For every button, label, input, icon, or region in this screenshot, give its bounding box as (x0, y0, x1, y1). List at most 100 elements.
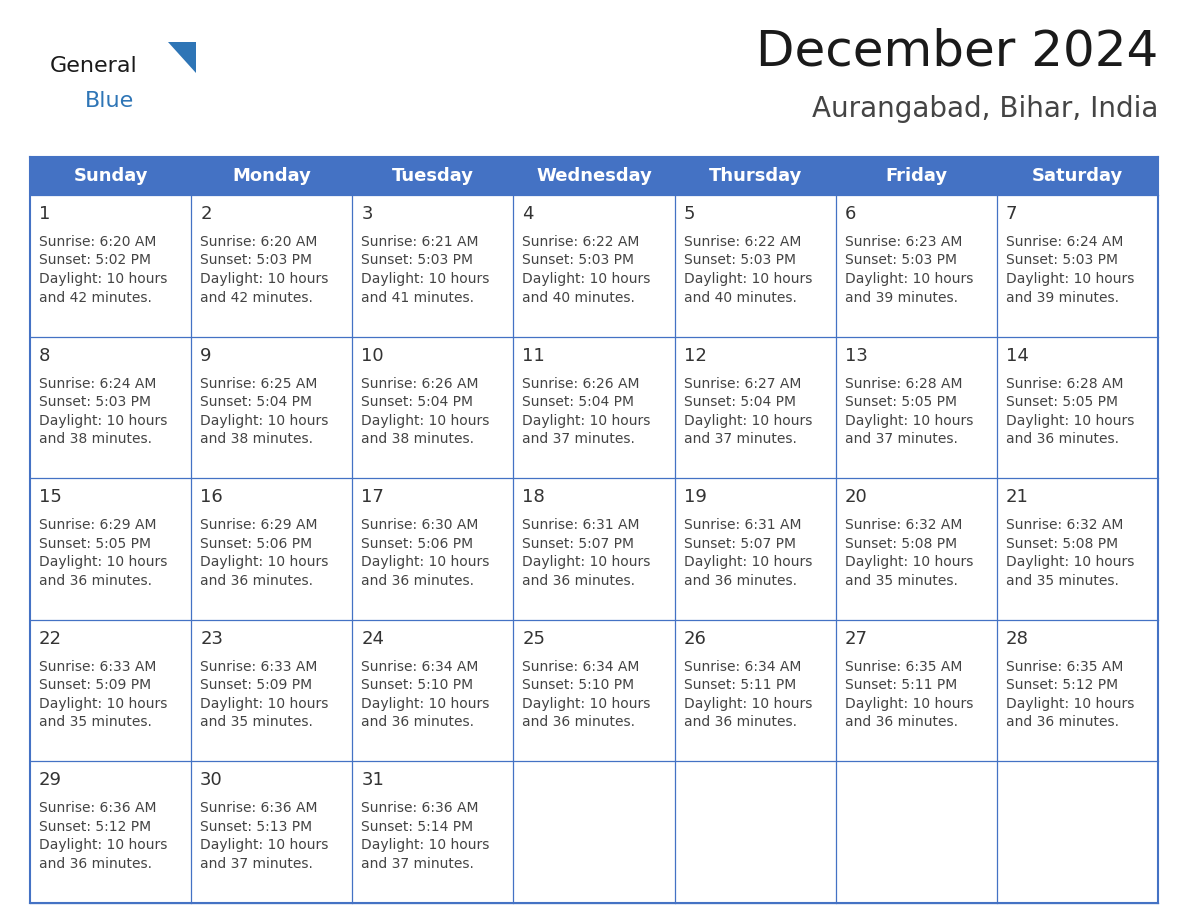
Text: Sunrise: 6:36 AM: Sunrise: 6:36 AM (39, 801, 157, 815)
Text: and 38 minutes.: and 38 minutes. (39, 432, 152, 446)
Text: 5: 5 (683, 205, 695, 223)
Text: and 39 minutes.: and 39 minutes. (1006, 290, 1119, 305)
Text: Aurangabad, Bihar, India: Aurangabad, Bihar, India (811, 95, 1158, 123)
Text: Daylight: 10 hours: Daylight: 10 hours (683, 555, 811, 569)
Text: Daylight: 10 hours: Daylight: 10 hours (361, 697, 489, 711)
Text: Sunrise: 6:26 AM: Sunrise: 6:26 AM (361, 376, 479, 390)
Text: and 36 minutes.: and 36 minutes. (683, 574, 797, 588)
Text: Sunrise: 6:24 AM: Sunrise: 6:24 AM (1006, 235, 1123, 249)
Text: 16: 16 (200, 488, 223, 506)
Text: 20: 20 (845, 488, 867, 506)
Text: Sunrise: 6:28 AM: Sunrise: 6:28 AM (1006, 376, 1124, 390)
Text: Daylight: 10 hours: Daylight: 10 hours (683, 697, 811, 711)
Text: Tuesday: Tuesday (392, 167, 474, 185)
Text: 29: 29 (39, 771, 62, 789)
Text: Sunset: 5:14 PM: Sunset: 5:14 PM (361, 820, 473, 834)
Text: Sunset: 5:12 PM: Sunset: 5:12 PM (39, 820, 151, 834)
Text: 18: 18 (523, 488, 545, 506)
Text: Daylight: 10 hours: Daylight: 10 hours (361, 838, 489, 853)
Text: Sunset: 5:11 PM: Sunset: 5:11 PM (845, 678, 958, 692)
Bar (30, 157, 1158, 195)
Text: 12: 12 (683, 347, 707, 364)
Text: and 42 minutes.: and 42 minutes. (200, 290, 312, 305)
Text: Thursday: Thursday (708, 167, 802, 185)
Text: Sunset: 5:13 PM: Sunset: 5:13 PM (200, 820, 312, 834)
Text: Daylight: 10 hours: Daylight: 10 hours (845, 697, 973, 711)
Text: Sunset: 5:05 PM: Sunset: 5:05 PM (1006, 395, 1118, 409)
Text: Daylight: 10 hours: Daylight: 10 hours (200, 697, 329, 711)
Text: Sunset: 5:04 PM: Sunset: 5:04 PM (683, 395, 796, 409)
Text: Daylight: 10 hours: Daylight: 10 hours (361, 555, 489, 569)
Text: Sunset: 5:12 PM: Sunset: 5:12 PM (1006, 678, 1118, 692)
Text: Sunrise: 6:34 AM: Sunrise: 6:34 AM (361, 660, 479, 674)
Text: Sunrise: 6:24 AM: Sunrise: 6:24 AM (39, 376, 157, 390)
Text: and 36 minutes.: and 36 minutes. (361, 715, 474, 729)
Text: Sunrise: 6:28 AM: Sunrise: 6:28 AM (845, 376, 962, 390)
Text: Daylight: 10 hours: Daylight: 10 hours (39, 555, 168, 569)
Text: Sunset: 5:04 PM: Sunset: 5:04 PM (523, 395, 634, 409)
Text: Sunset: 5:04 PM: Sunset: 5:04 PM (361, 395, 473, 409)
Text: Daylight: 10 hours: Daylight: 10 hours (523, 697, 651, 711)
Text: Sunset: 5:03 PM: Sunset: 5:03 PM (39, 395, 151, 409)
Text: and 35 minutes.: and 35 minutes. (39, 715, 152, 729)
Text: 11: 11 (523, 347, 545, 364)
Text: Sunset: 5:03 PM: Sunset: 5:03 PM (845, 253, 956, 267)
Text: Sunrise: 6:36 AM: Sunrise: 6:36 AM (361, 801, 479, 815)
Text: 8: 8 (39, 347, 50, 364)
Text: and 37 minutes.: and 37 minutes. (845, 432, 958, 446)
Text: and 40 minutes.: and 40 minutes. (523, 290, 636, 305)
Text: Daylight: 10 hours: Daylight: 10 hours (39, 838, 168, 853)
Text: Sunset: 5:08 PM: Sunset: 5:08 PM (845, 537, 956, 551)
Text: and 36 minutes.: and 36 minutes. (1006, 715, 1119, 729)
Text: Daylight: 10 hours: Daylight: 10 hours (200, 838, 329, 853)
Text: 26: 26 (683, 630, 707, 648)
Text: Sunrise: 6:25 AM: Sunrise: 6:25 AM (200, 376, 317, 390)
Text: and 37 minutes.: and 37 minutes. (683, 432, 796, 446)
Text: 23: 23 (200, 630, 223, 648)
Text: Sunrise: 6:32 AM: Sunrise: 6:32 AM (845, 518, 962, 532)
Text: Sunrise: 6:30 AM: Sunrise: 6:30 AM (361, 518, 479, 532)
Text: and 41 minutes.: and 41 minutes. (361, 290, 474, 305)
Text: Daylight: 10 hours: Daylight: 10 hours (361, 272, 489, 286)
Text: Sunset: 5:06 PM: Sunset: 5:06 PM (200, 537, 312, 551)
Text: 6: 6 (845, 205, 857, 223)
Text: and 36 minutes.: and 36 minutes. (523, 715, 636, 729)
Text: Sunset: 5:04 PM: Sunset: 5:04 PM (200, 395, 312, 409)
Text: Friday: Friday (885, 167, 947, 185)
Text: Sunrise: 6:26 AM: Sunrise: 6:26 AM (523, 376, 640, 390)
Text: Daylight: 10 hours: Daylight: 10 hours (1006, 414, 1135, 428)
Text: Sunset: 5:07 PM: Sunset: 5:07 PM (523, 537, 634, 551)
Text: 1: 1 (39, 205, 50, 223)
Polygon shape (168, 42, 196, 73)
Text: 15: 15 (39, 488, 62, 506)
Text: and 38 minutes.: and 38 minutes. (200, 432, 314, 446)
Text: Daylight: 10 hours: Daylight: 10 hours (200, 272, 329, 286)
Text: Sunrise: 6:31 AM: Sunrise: 6:31 AM (683, 518, 801, 532)
Text: Daylight: 10 hours: Daylight: 10 hours (1006, 272, 1135, 286)
Text: Daylight: 10 hours: Daylight: 10 hours (1006, 697, 1135, 711)
Text: Sunset: 5:06 PM: Sunset: 5:06 PM (361, 537, 473, 551)
Text: Sunset: 5:08 PM: Sunset: 5:08 PM (1006, 537, 1118, 551)
Text: Sunset: 5:05 PM: Sunset: 5:05 PM (845, 395, 956, 409)
Text: 30: 30 (200, 771, 223, 789)
Text: and 37 minutes.: and 37 minutes. (523, 432, 636, 446)
Text: Sunset: 5:03 PM: Sunset: 5:03 PM (1006, 253, 1118, 267)
Text: Sunset: 5:03 PM: Sunset: 5:03 PM (200, 253, 312, 267)
Text: 31: 31 (361, 771, 384, 789)
Text: General: General (50, 56, 138, 76)
Text: Saturday: Saturday (1032, 167, 1123, 185)
Text: and 42 minutes.: and 42 minutes. (39, 290, 152, 305)
Text: Sunrise: 6:36 AM: Sunrise: 6:36 AM (200, 801, 317, 815)
Text: and 36 minutes.: and 36 minutes. (39, 574, 152, 588)
Text: Sunset: 5:03 PM: Sunset: 5:03 PM (523, 253, 634, 267)
Text: Daylight: 10 hours: Daylight: 10 hours (683, 414, 811, 428)
Text: 4: 4 (523, 205, 533, 223)
Text: Sunrise: 6:32 AM: Sunrise: 6:32 AM (1006, 518, 1123, 532)
Text: 22: 22 (39, 630, 62, 648)
Text: and 36 minutes.: and 36 minutes. (523, 574, 636, 588)
Text: Daylight: 10 hours: Daylight: 10 hours (200, 555, 329, 569)
Text: Sunrise: 6:29 AM: Sunrise: 6:29 AM (200, 518, 317, 532)
Text: and 40 minutes.: and 40 minutes. (683, 290, 796, 305)
Text: 2: 2 (200, 205, 211, 223)
Text: Sunrise: 6:22 AM: Sunrise: 6:22 AM (683, 235, 801, 249)
